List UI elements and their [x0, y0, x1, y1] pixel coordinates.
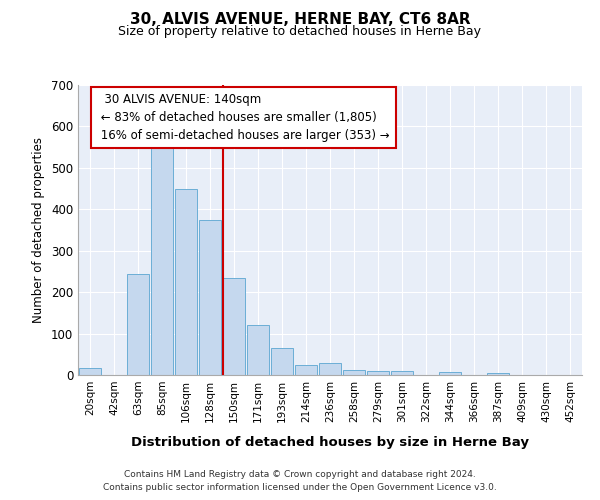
Bar [271, 348, 293, 375]
Bar [391, 371, 413, 375]
Bar [223, 278, 245, 375]
Bar [319, 362, 341, 375]
Bar [343, 370, 365, 375]
Bar [295, 364, 317, 375]
Bar [79, 368, 101, 375]
Bar [199, 220, 221, 375]
Bar [127, 274, 149, 375]
Text: Size of property relative to detached houses in Herne Bay: Size of property relative to detached ho… [119, 25, 482, 38]
Bar [439, 372, 461, 375]
Bar [151, 134, 173, 375]
Text: Contains HM Land Registry data © Crown copyright and database right 2024.
Contai: Contains HM Land Registry data © Crown c… [103, 470, 497, 492]
Bar [175, 188, 197, 375]
Text: 30 ALVIS AVENUE: 140sqm  
 ← 83% of detached houses are smaller (1,805)
 16% of : 30 ALVIS AVENUE: 140sqm ← 83% of detache… [97, 94, 390, 142]
X-axis label: Distribution of detached houses by size in Herne Bay: Distribution of detached houses by size … [131, 436, 529, 449]
Bar [247, 326, 269, 375]
Y-axis label: Number of detached properties: Number of detached properties [32, 137, 46, 323]
Bar [487, 373, 509, 375]
Text: 30, ALVIS AVENUE, HERNE BAY, CT6 8AR: 30, ALVIS AVENUE, HERNE BAY, CT6 8AR [130, 12, 470, 28]
Bar [367, 371, 389, 375]
